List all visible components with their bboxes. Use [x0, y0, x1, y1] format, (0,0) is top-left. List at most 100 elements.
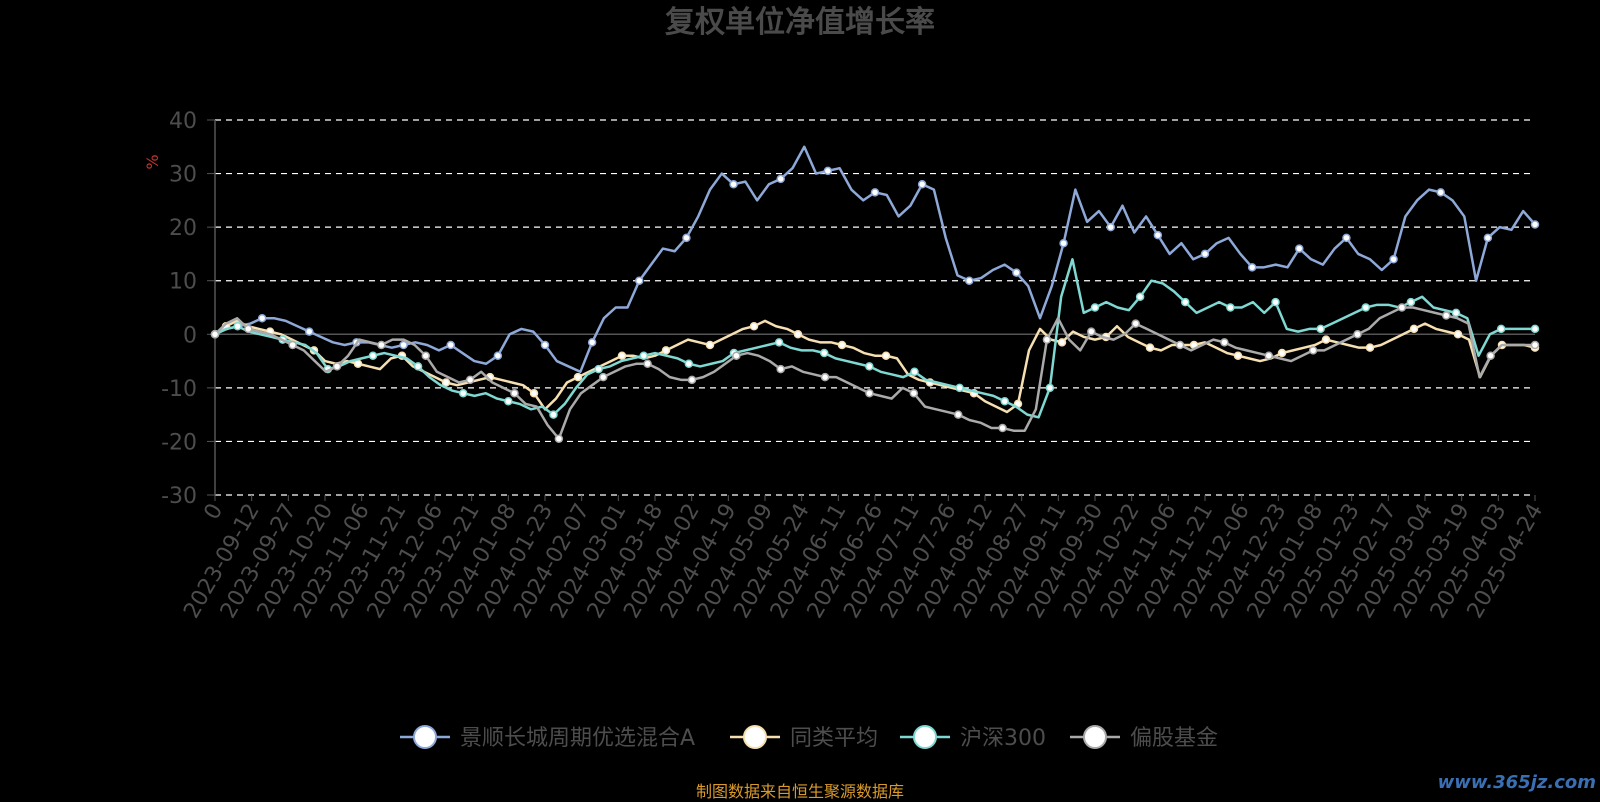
- data-point[interactable]: [1451, 308, 1461, 318]
- data-point[interactable]: [1389, 255, 1398, 264]
- data-point[interactable]: [493, 351, 503, 360]
- data-point[interactable]: [1131, 319, 1140, 328]
- data-point[interactable]: [1530, 324, 1540, 334]
- data-point[interactable]: [1406, 297, 1416, 307]
- data-point[interactable]: [910, 367, 919, 377]
- data-point[interactable]: [643, 359, 652, 368]
- data-point[interactable]: [540, 340, 550, 350]
- data-point[interactable]: [823, 166, 833, 176]
- legend-item[interactable]: 沪深300: [900, 725, 1046, 751]
- data-point[interactable]: [529, 388, 539, 398]
- data-point[interactable]: [594, 364, 603, 374]
- data-point[interactable]: [1308, 346, 1318, 355]
- legend-item[interactable]: 景顺长城周期优选混合A: [400, 725, 695, 751]
- data-point[interactable]: [573, 372, 583, 382]
- data-point[interactable]: [1530, 220, 1540, 229]
- data-point[interactable]: [684, 359, 694, 368]
- data-point[interactable]: [233, 322, 242, 331]
- data-point[interactable]: [458, 388, 468, 398]
- data-point[interactable]: [1090, 303, 1100, 312]
- data-point[interactable]: [865, 362, 874, 371]
- data-point[interactable]: [749, 322, 759, 331]
- data-point[interactable]: [1486, 351, 1495, 360]
- data-point[interactable]: [776, 364, 785, 374]
- data-point[interactable]: [257, 313, 267, 323]
- data-point[interactable]: [1057, 338, 1067, 347]
- data-point[interactable]: [774, 338, 784, 347]
- data-point[interactable]: [1442, 311, 1451, 320]
- data-point[interactable]: [244, 324, 253, 334]
- data-point[interactable]: [288, 340, 297, 350]
- data-point[interactable]: [729, 180, 738, 189]
- data-point[interactable]: [1200, 249, 1210, 259]
- data-point[interactable]: [1233, 351, 1243, 360]
- data-point[interactable]: [1496, 324, 1506, 334]
- data-point[interactable]: [1059, 238, 1068, 248]
- data-point[interactable]: [998, 423, 1007, 433]
- data-point[interactable]: [598, 372, 608, 382]
- data-point[interactable]: [682, 233, 691, 243]
- data-point[interactable]: [1145, 343, 1155, 352]
- data-point[interactable]: [1000, 397, 1009, 406]
- data-point[interactable]: [1277, 348, 1287, 358]
- legend-item[interactable]: 同类平均: [730, 725, 878, 751]
- data-point[interactable]: [377, 340, 386, 350]
- data-point[interactable]: [1106, 222, 1115, 232]
- data-point[interactable]: [446, 340, 455, 350]
- data-point[interactable]: [1175, 340, 1185, 350]
- data-point[interactable]: [1397, 303, 1407, 312]
- data-point[interactable]: [1436, 188, 1445, 197]
- data-point[interactable]: [1153, 230, 1163, 240]
- data-point[interactable]: [1530, 340, 1540, 350]
- data-point[interactable]: [504, 397, 513, 406]
- data-point[interactable]: [1042, 335, 1052, 344]
- data-point[interactable]: [554, 434, 564, 443]
- data-point[interactable]: [953, 410, 963, 419]
- data-point[interactable]: [1087, 327, 1096, 336]
- data-point[interactable]: [1483, 233, 1493, 243]
- data-point[interactable]: [1316, 324, 1325, 334]
- data-point[interactable]: [465, 375, 475, 385]
- data-point[interactable]: [917, 180, 927, 189]
- data-point[interactable]: [732, 351, 741, 360]
- data-point[interactable]: [1361, 303, 1371, 312]
- data-point[interactable]: [1453, 330, 1463, 339]
- data-point[interactable]: [1342, 233, 1351, 243]
- data-point[interactable]: [421, 351, 431, 360]
- data-point[interactable]: [1247, 263, 1257, 272]
- data-point[interactable]: [353, 359, 363, 368]
- data-point[interactable]: [587, 338, 597, 347]
- data-point[interactable]: [1353, 330, 1362, 339]
- data-point[interactable]: [820, 372, 830, 382]
- data-point[interactable]: [368, 351, 378, 360]
- data-point[interactable]: [1135, 292, 1145, 302]
- data-point[interactable]: [441, 378, 451, 387]
- data-point[interactable]: [865, 388, 874, 398]
- data-point[interactable]: [1321, 335, 1331, 344]
- data-point[interactable]: [1264, 351, 1274, 360]
- data-point[interactable]: [837, 340, 847, 350]
- data-point[interactable]: [1012, 268, 1021, 277]
- data-point[interactable]: [965, 276, 974, 285]
- data-point[interactable]: [1045, 383, 1055, 393]
- data-point[interactable]: [776, 174, 785, 184]
- data-point[interactable]: [413, 362, 423, 371]
- data-point[interactable]: [210, 330, 220, 339]
- data-point[interactable]: [510, 388, 519, 398]
- legend-item[interactable]: 偏股基金: [1070, 725, 1218, 751]
- data-point[interactable]: [705, 340, 715, 350]
- data-point[interactable]: [635, 276, 644, 285]
- data-point[interactable]: [955, 383, 964, 393]
- data-point[interactable]: [1181, 297, 1190, 307]
- data-point[interactable]: [1226, 303, 1235, 312]
- data-point[interactable]: [1271, 297, 1280, 307]
- data-point[interactable]: [305, 327, 314, 336]
- data-point[interactable]: [1365, 343, 1375, 352]
- data-point[interactable]: [1409, 324, 1419, 334]
- data-point[interactable]: [881, 351, 891, 360]
- data-point[interactable]: [549, 410, 558, 419]
- data-point[interactable]: [617, 351, 627, 360]
- data-point[interactable]: [793, 330, 803, 339]
- data-point[interactable]: [332, 362, 342, 371]
- data-point[interactable]: [661, 346, 671, 355]
